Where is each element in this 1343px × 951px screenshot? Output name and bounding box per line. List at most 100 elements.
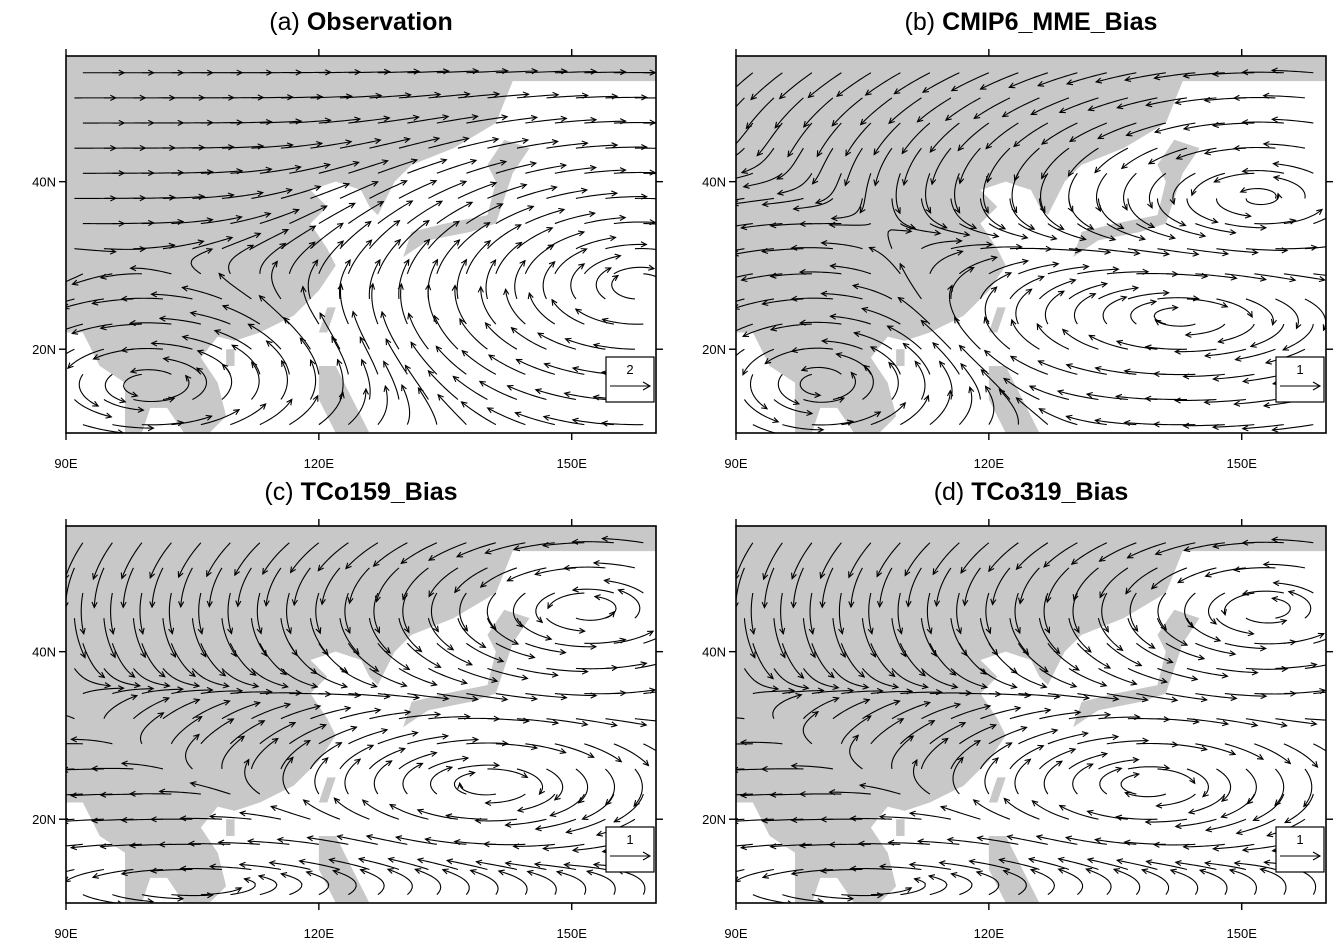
streamline xyxy=(1305,719,1343,721)
streamline xyxy=(340,745,373,769)
streamline xyxy=(437,240,460,274)
streamline xyxy=(340,260,351,299)
arrowhead xyxy=(1149,643,1155,648)
streamline xyxy=(525,210,564,224)
streamline xyxy=(1218,324,1254,342)
streamline xyxy=(614,267,654,273)
streamline xyxy=(401,284,408,324)
arrowhead xyxy=(725,148,731,153)
streamline xyxy=(402,385,410,425)
arrowhead xyxy=(704,202,710,207)
streamline xyxy=(974,800,1010,819)
arrowhead xyxy=(45,371,50,377)
streamline xyxy=(407,201,442,223)
streamline xyxy=(1305,299,1326,330)
streamline xyxy=(1313,687,1343,693)
arrowhead xyxy=(670,720,676,725)
y-tick-label: 20N xyxy=(32,812,56,827)
streamline xyxy=(1208,593,1224,624)
streamline xyxy=(230,879,255,895)
streamline xyxy=(461,402,495,425)
streamline xyxy=(1077,643,1110,668)
streamline xyxy=(1246,299,1273,325)
streamline xyxy=(485,323,516,349)
streamline xyxy=(1037,324,1069,349)
y-tick-label: 40N xyxy=(702,645,726,660)
streamline xyxy=(1154,424,1195,425)
streamline xyxy=(1012,320,1040,349)
streamline xyxy=(304,800,340,819)
arrowhead xyxy=(708,882,713,888)
panel-title: (a)Observation xyxy=(269,8,452,36)
arrowhead xyxy=(44,334,50,339)
streamline xyxy=(1187,769,1209,797)
streamline xyxy=(576,237,616,248)
streamline xyxy=(411,342,437,374)
streamline xyxy=(1128,767,1169,769)
streamline xyxy=(529,293,555,324)
land xyxy=(989,307,1006,332)
map-content xyxy=(704,56,1343,438)
arrowhead xyxy=(36,308,42,313)
arrowhead xyxy=(670,763,675,769)
streamline xyxy=(466,241,490,274)
streamline xyxy=(382,312,399,349)
arrowhead xyxy=(34,707,40,712)
arrowhead xyxy=(45,286,51,291)
land xyxy=(226,819,234,836)
streamline xyxy=(340,222,371,249)
streamline xyxy=(1155,320,1195,326)
arrowhead xyxy=(679,71,684,76)
streamline xyxy=(1189,794,1225,813)
streamline xyxy=(1122,148,1158,168)
land xyxy=(66,56,656,433)
streamline xyxy=(900,879,925,895)
streamline xyxy=(582,794,613,819)
arrowhead xyxy=(706,308,712,313)
streamline xyxy=(1010,277,1044,299)
panel-label: (b) xyxy=(905,8,936,36)
streamline xyxy=(79,374,98,406)
streamline xyxy=(1243,72,1284,73)
streamline xyxy=(434,316,458,349)
streamline xyxy=(418,388,436,425)
arrowhead xyxy=(712,742,717,747)
streamline xyxy=(1225,744,1263,759)
streamline xyxy=(496,206,533,223)
streamline xyxy=(369,260,380,299)
streamline xyxy=(284,318,310,349)
arrowhead xyxy=(671,197,677,202)
streamline xyxy=(1039,280,1075,299)
streamline xyxy=(1246,618,1286,623)
streamline xyxy=(614,744,649,766)
streamline xyxy=(310,360,315,399)
streamline xyxy=(74,399,111,416)
streamline xyxy=(1216,299,1252,317)
streamline xyxy=(369,749,404,769)
land xyxy=(226,349,234,366)
streamline xyxy=(378,240,400,274)
streamline xyxy=(546,618,584,631)
map-content xyxy=(36,56,685,435)
streamline xyxy=(643,274,665,297)
streamline xyxy=(1073,764,1093,794)
streamline xyxy=(604,580,643,593)
arrowhead xyxy=(712,227,718,232)
arrowhead xyxy=(659,292,665,297)
ref-value: 1 xyxy=(1296,362,1303,377)
streamline xyxy=(1018,730,1057,744)
streamline xyxy=(407,643,440,667)
streamline xyxy=(595,597,616,619)
x-tick-label: 150E xyxy=(557,456,588,471)
streamline xyxy=(1246,194,1279,205)
streamline xyxy=(462,351,496,375)
streamline xyxy=(222,364,232,399)
streamline xyxy=(903,344,929,375)
streamline xyxy=(340,284,348,324)
streamline xyxy=(584,256,620,274)
streamline xyxy=(260,399,292,424)
streamline xyxy=(959,387,971,424)
streamline xyxy=(1128,618,1155,648)
arrowhead xyxy=(703,715,708,720)
